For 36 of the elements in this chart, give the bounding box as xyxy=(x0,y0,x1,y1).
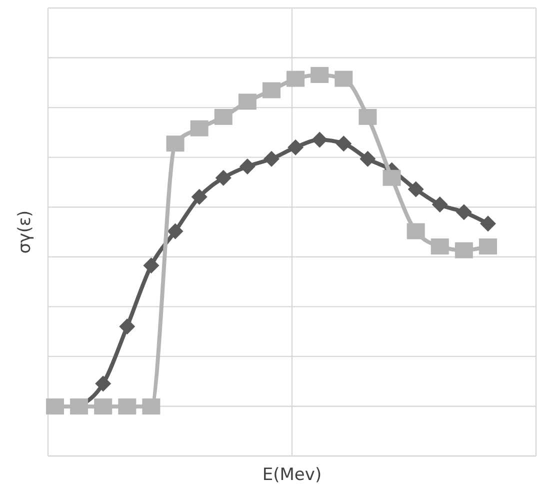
point xyxy=(118,398,136,414)
point xyxy=(215,170,232,186)
point xyxy=(382,170,401,186)
point xyxy=(310,67,329,83)
point xyxy=(336,136,352,152)
point xyxy=(142,398,160,414)
point xyxy=(312,132,328,148)
point xyxy=(288,139,304,156)
point xyxy=(264,150,280,167)
point xyxy=(94,398,112,414)
point xyxy=(239,158,256,174)
point xyxy=(286,70,305,87)
point xyxy=(454,242,473,258)
point xyxy=(262,82,280,98)
point xyxy=(408,181,424,198)
point xyxy=(360,150,376,167)
point xyxy=(119,318,136,334)
point xyxy=(334,70,353,87)
point xyxy=(480,216,496,232)
point xyxy=(166,136,184,152)
x-axis-title: E(Mev) xyxy=(262,465,322,485)
point xyxy=(430,238,449,254)
point xyxy=(214,108,232,125)
point xyxy=(456,204,472,220)
point xyxy=(167,223,184,240)
point xyxy=(238,94,256,110)
point xyxy=(190,120,208,136)
point xyxy=(143,258,160,274)
point xyxy=(406,223,425,240)
point xyxy=(358,108,377,125)
point xyxy=(479,238,497,254)
point xyxy=(46,398,64,414)
y-axis-title: σγ(ε) xyxy=(15,210,35,254)
point xyxy=(191,188,208,205)
point xyxy=(95,376,112,392)
point xyxy=(432,196,448,213)
